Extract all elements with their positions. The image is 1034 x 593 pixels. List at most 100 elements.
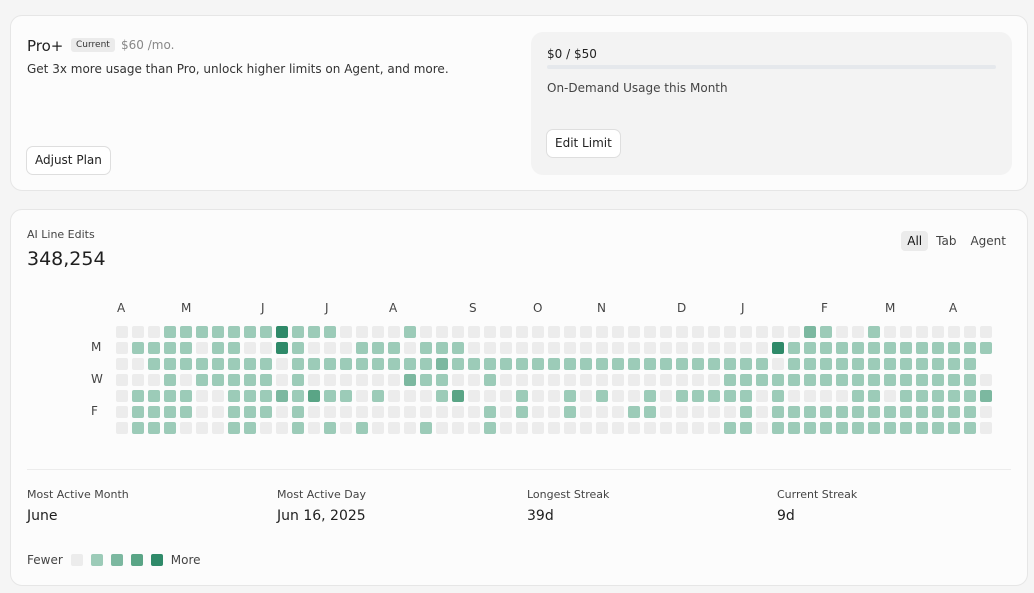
heatmap-cell[interactable] bbox=[788, 390, 800, 402]
heatmap-cell[interactable] bbox=[116, 342, 128, 354]
heatmap-cell[interactable] bbox=[260, 406, 272, 418]
heatmap-cell[interactable] bbox=[228, 390, 240, 402]
heatmap-cell[interactable] bbox=[564, 374, 576, 386]
heatmap-cell[interactable] bbox=[516, 326, 528, 338]
heatmap-cell[interactable] bbox=[852, 422, 864, 434]
heatmap-cell[interactable] bbox=[148, 422, 160, 434]
heatmap-cell[interactable] bbox=[708, 390, 720, 402]
heatmap-cell[interactable] bbox=[612, 390, 624, 402]
heatmap-cell[interactable] bbox=[628, 326, 640, 338]
heatmap-cell[interactable] bbox=[484, 422, 496, 434]
filter-tab-agent[interactable]: Agent bbox=[970, 234, 1006, 248]
heatmap-cell[interactable] bbox=[724, 326, 736, 338]
heatmap-cell[interactable] bbox=[628, 390, 640, 402]
heatmap-cell[interactable] bbox=[564, 390, 576, 402]
heatmap-cell[interactable] bbox=[468, 406, 480, 418]
heatmap-cell[interactable] bbox=[548, 390, 560, 402]
heatmap-cell[interactable] bbox=[244, 422, 256, 434]
heatmap-cell[interactable] bbox=[772, 422, 784, 434]
heatmap-cell[interactable] bbox=[612, 342, 624, 354]
heatmap-cell[interactable] bbox=[660, 422, 672, 434]
heatmap-cell[interactable] bbox=[980, 390, 992, 402]
heatmap-cell[interactable] bbox=[436, 390, 448, 402]
heatmap-cell[interactable] bbox=[260, 422, 272, 434]
heatmap-cell[interactable] bbox=[340, 390, 352, 402]
heatmap-cell[interactable] bbox=[708, 422, 720, 434]
heatmap-cell[interactable] bbox=[852, 374, 864, 386]
heatmap-cell[interactable] bbox=[340, 326, 352, 338]
heatmap-cell[interactable] bbox=[484, 326, 496, 338]
heatmap-cell[interactable] bbox=[852, 390, 864, 402]
heatmap-cell[interactable] bbox=[212, 358, 224, 370]
heatmap-cell[interactable] bbox=[804, 374, 816, 386]
heatmap-cell[interactable] bbox=[788, 358, 800, 370]
heatmap-cell[interactable] bbox=[724, 342, 736, 354]
heatmap-cell[interactable] bbox=[596, 390, 608, 402]
heatmap-cell[interactable] bbox=[692, 422, 704, 434]
heatmap-cell[interactable] bbox=[244, 326, 256, 338]
heatmap-cell[interactable] bbox=[132, 390, 144, 402]
heatmap-cell[interactable] bbox=[340, 422, 352, 434]
heatmap-cell[interactable] bbox=[244, 390, 256, 402]
heatmap-cell[interactable] bbox=[372, 374, 384, 386]
heatmap-cell[interactable] bbox=[660, 358, 672, 370]
heatmap-cell[interactable] bbox=[804, 326, 816, 338]
heatmap-cell[interactable] bbox=[628, 406, 640, 418]
heatmap-cell[interactable] bbox=[276, 422, 288, 434]
heatmap-cell[interactable] bbox=[548, 326, 560, 338]
heatmap-cell[interactable] bbox=[548, 342, 560, 354]
heatmap-cell[interactable] bbox=[292, 374, 304, 386]
heatmap-cell[interactable] bbox=[804, 342, 816, 354]
heatmap-cell[interactable] bbox=[276, 358, 288, 370]
heatmap-cell[interactable] bbox=[276, 374, 288, 386]
heatmap-cell[interactable] bbox=[676, 326, 688, 338]
heatmap-cell[interactable] bbox=[228, 358, 240, 370]
heatmap-cell[interactable] bbox=[564, 358, 576, 370]
heatmap-cell[interactable] bbox=[740, 390, 752, 402]
heatmap-cell[interactable] bbox=[404, 406, 416, 418]
heatmap-cell[interactable] bbox=[628, 358, 640, 370]
heatmap-cell[interactable] bbox=[948, 390, 960, 402]
heatmap-cell[interactable] bbox=[884, 390, 896, 402]
heatmap-cell[interactable] bbox=[532, 390, 544, 402]
heatmap-cell[interactable] bbox=[276, 326, 288, 338]
heatmap-cell[interactable] bbox=[596, 358, 608, 370]
heatmap-cell[interactable] bbox=[276, 406, 288, 418]
heatmap-cell[interactable] bbox=[692, 390, 704, 402]
heatmap-cell[interactable] bbox=[836, 374, 848, 386]
heatmap-cell[interactable] bbox=[324, 422, 336, 434]
heatmap-cell[interactable] bbox=[852, 326, 864, 338]
heatmap-cell[interactable] bbox=[660, 390, 672, 402]
heatmap-cell[interactable] bbox=[276, 390, 288, 402]
heatmap-cell[interactable] bbox=[404, 390, 416, 402]
heatmap-cell[interactable] bbox=[308, 390, 320, 402]
heatmap-cell[interactable] bbox=[468, 374, 480, 386]
heatmap-cell[interactable] bbox=[596, 422, 608, 434]
heatmap-cell[interactable] bbox=[324, 358, 336, 370]
heatmap-cell[interactable] bbox=[564, 342, 576, 354]
heatmap-cell[interactable] bbox=[548, 422, 560, 434]
heatmap-cell[interactable] bbox=[740, 342, 752, 354]
heatmap-cell[interactable] bbox=[116, 358, 128, 370]
heatmap-cell[interactable] bbox=[212, 326, 224, 338]
heatmap-cell[interactable] bbox=[676, 358, 688, 370]
heatmap-cell[interactable] bbox=[372, 326, 384, 338]
heatmap-cell[interactable] bbox=[356, 326, 368, 338]
heatmap-cell[interactable] bbox=[452, 374, 464, 386]
heatmap-cell[interactable] bbox=[468, 422, 480, 434]
heatmap-cell[interactable] bbox=[580, 374, 592, 386]
heatmap-cell[interactable] bbox=[628, 422, 640, 434]
heatmap-cell[interactable] bbox=[324, 342, 336, 354]
heatmap-cell[interactable] bbox=[964, 374, 976, 386]
heatmap-cell[interactable] bbox=[900, 374, 912, 386]
heatmap-cell[interactable] bbox=[500, 422, 512, 434]
heatmap-cell[interactable] bbox=[148, 342, 160, 354]
heatmap-cell[interactable] bbox=[868, 326, 880, 338]
heatmap-cell[interactable] bbox=[564, 326, 576, 338]
heatmap-cell[interactable] bbox=[884, 358, 896, 370]
heatmap-cell[interactable] bbox=[708, 342, 720, 354]
heatmap-cell[interactable] bbox=[868, 390, 880, 402]
heatmap-cell[interactable] bbox=[564, 422, 576, 434]
heatmap-cell[interactable] bbox=[836, 422, 848, 434]
heatmap-cell[interactable] bbox=[532, 406, 544, 418]
